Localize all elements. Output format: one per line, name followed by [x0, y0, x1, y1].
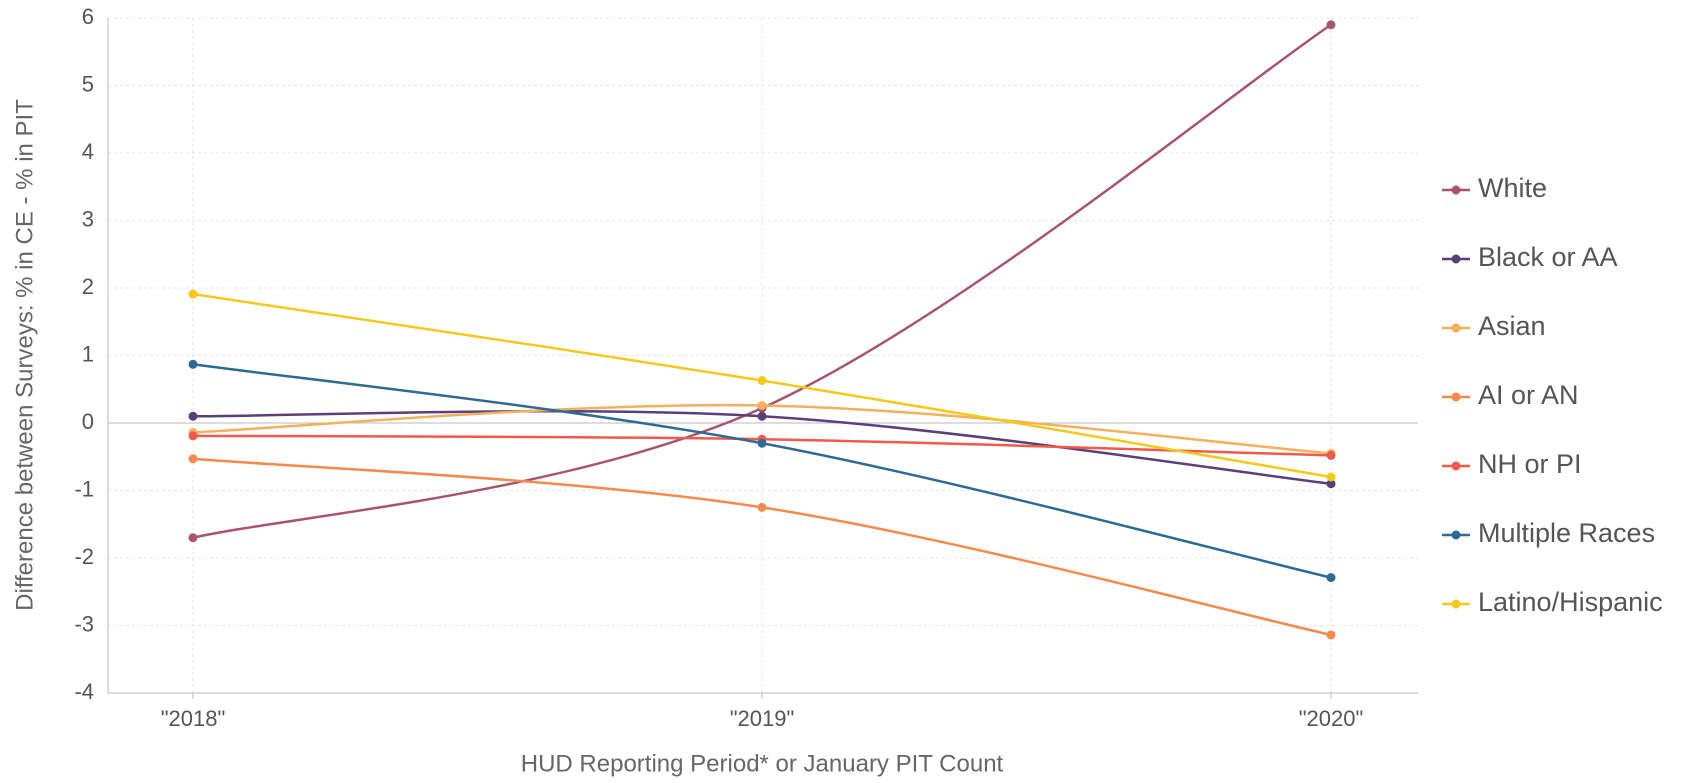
x-axis-label: HUD Reporting Period* or January PIT Cou… [521, 750, 1004, 777]
y-tick-label: 5 [82, 71, 94, 96]
legend-marker [1451, 392, 1461, 402]
legend-marker [1451, 185, 1461, 195]
legend-label: NH or PI [1478, 449, 1582, 479]
y-tick-label: 6 [82, 4, 94, 29]
data-point [1326, 479, 1336, 489]
data-point [757, 438, 767, 448]
legend-label: AI or AN [1478, 380, 1579, 410]
data-point [188, 431, 198, 441]
y-tick-label: 2 [82, 274, 94, 299]
data-point [757, 411, 767, 421]
data-point [757, 400, 767, 410]
data-point [1326, 573, 1336, 583]
legend-label: Latino/Hispanic [1478, 587, 1663, 617]
data-point [188, 411, 198, 421]
y-tick-label: 1 [82, 341, 94, 366]
y-tick-label: -4 [74, 679, 94, 704]
legend-label: Asian [1478, 311, 1546, 341]
legend-label: White [1478, 173, 1547, 203]
data-point [1326, 20, 1336, 30]
y-tick-label: 4 [82, 139, 94, 164]
x-tick-label: "2020" [1299, 706, 1364, 731]
legend-marker [1451, 254, 1461, 264]
legend-marker [1451, 530, 1461, 540]
x-tick-label: "2018" [161, 706, 226, 731]
x-tick-label: "2019" [730, 706, 795, 731]
y-tick-label: -3 [74, 611, 94, 636]
legend-marker [1451, 323, 1461, 333]
data-point [1326, 630, 1336, 640]
data-point [188, 454, 198, 464]
data-point [1326, 472, 1336, 482]
legend-marker [1451, 599, 1461, 609]
legend-label: Multiple Races [1478, 518, 1655, 548]
legend-label: Black or AA [1478, 242, 1618, 272]
data-point [188, 359, 198, 369]
y-tick-label: -2 [74, 544, 94, 569]
y-tick-label: 3 [82, 206, 94, 231]
data-point [1326, 450, 1336, 460]
data-point [188, 533, 198, 543]
y-tick-label: 0 [82, 409, 94, 434]
y-axis-label: Difference between Surveys: % in CE - % … [11, 99, 38, 611]
y-tick-label: -1 [74, 476, 94, 501]
data-point [757, 375, 767, 385]
legend-marker [1451, 461, 1461, 471]
data-point [188, 289, 198, 299]
data-point [757, 502, 767, 512]
